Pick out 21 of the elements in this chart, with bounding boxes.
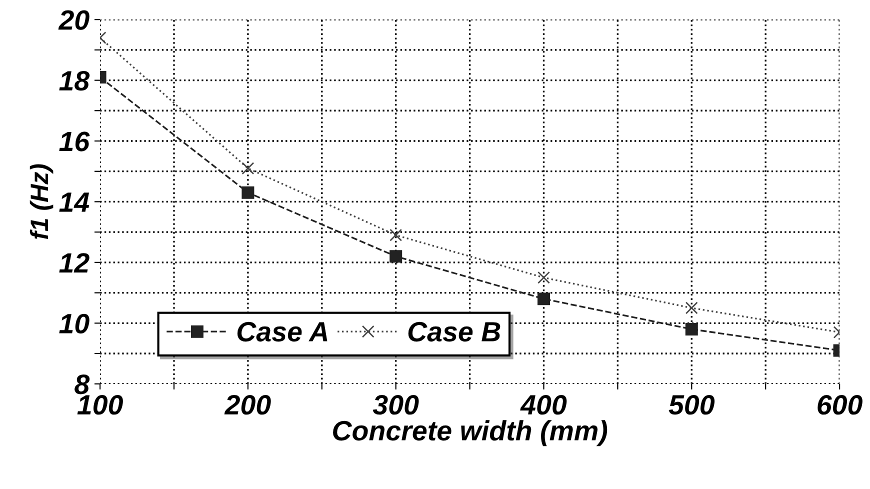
x-tick-label: 200 [224, 395, 271, 415]
y-tick-label: 18 [59, 70, 90, 91]
x-tick-label: 500 [668, 395, 715, 415]
legend-label: Case A [237, 322, 328, 342]
y-tick-label: 8 [74, 374, 90, 394]
point [538, 271, 550, 284]
y-axis-title: f1 (Hz) [30, 164, 54, 239]
y-tick-label: 12 [59, 253, 90, 272]
legend-label: Case B [408, 322, 500, 342]
y-tick-label: 20 [58, 10, 90, 30]
x-axis-title: Concrete width (mm) [333, 420, 608, 446]
x-tick-label: 400 [520, 395, 567, 415]
x-tick-label: 100 [77, 395, 123, 415]
point [390, 228, 402, 242]
point [390, 250, 402, 263]
x-tick-label: 600 [818, 395, 862, 415]
x-tick-label: 300 [372, 395, 419, 415]
point [538, 292, 550, 306]
y-tick-label: 14 [59, 192, 90, 212]
y-tick-label: 10 [59, 314, 90, 334]
y-tick-label: 16 [59, 132, 90, 152]
